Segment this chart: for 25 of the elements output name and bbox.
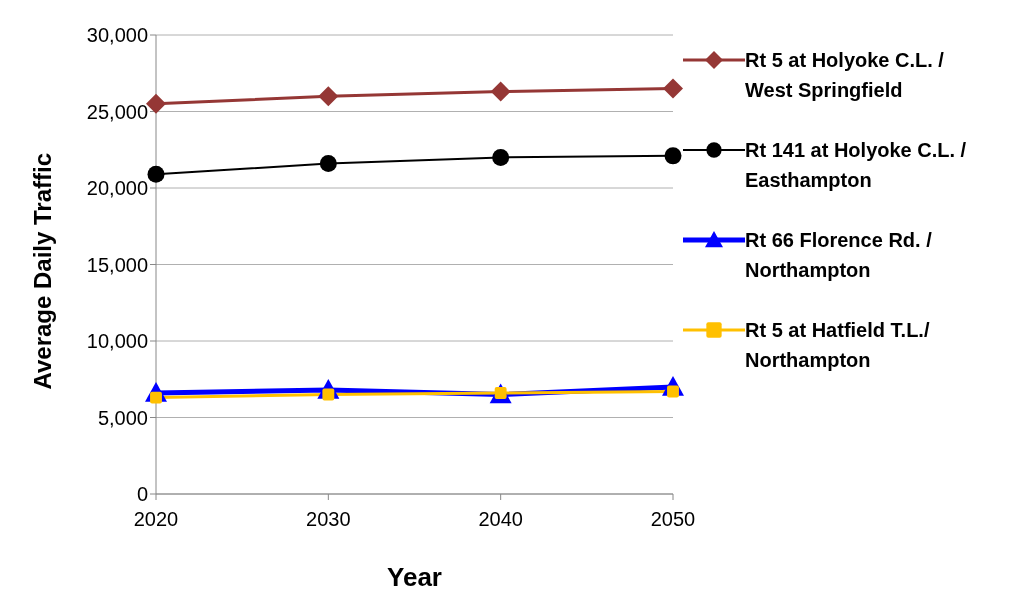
y-tick-label: 15,000 [86, 253, 148, 276]
point [663, 78, 683, 99]
legend-label: Rt 5 at Hatfield T.L./ Northampton [745, 318, 931, 373]
y-tick-label: 0 [136, 483, 148, 506]
y-tick-label: 10,000 [86, 330, 148, 353]
x-tick-label: 2030 [306, 508, 351, 531]
legend-label: Rt 66 Florence Rd. / Northampton [745, 228, 933, 283]
point [492, 148, 510, 166]
point [664, 147, 682, 165]
y-tick-label: 25,000 [86, 100, 148, 123]
point [146, 93, 166, 114]
point [318, 86, 339, 107]
x-axis-title: Year [387, 562, 442, 592]
x-tick-label: 2040 [478, 508, 523, 531]
point [319, 155, 337, 173]
point [490, 81, 511, 102]
y-tick-label: 5,000 [97, 406, 148, 429]
y-tick-label: 30,000 [86, 24, 148, 47]
x-tick-label: 2020 [133, 508, 179, 531]
y-axis-title: Average Daily Traffic [28, 152, 56, 390]
legend-label: Rt 5 at Holyoke C.L. / West Springfield [745, 48, 945, 103]
x-tick-label: 2050 [650, 508, 696, 531]
y-tick-label: 20,000 [86, 177, 148, 200]
point [147, 165, 165, 183]
legend-label: Rt 141 at Holyoke C.L. / Easthampton [745, 138, 968, 193]
